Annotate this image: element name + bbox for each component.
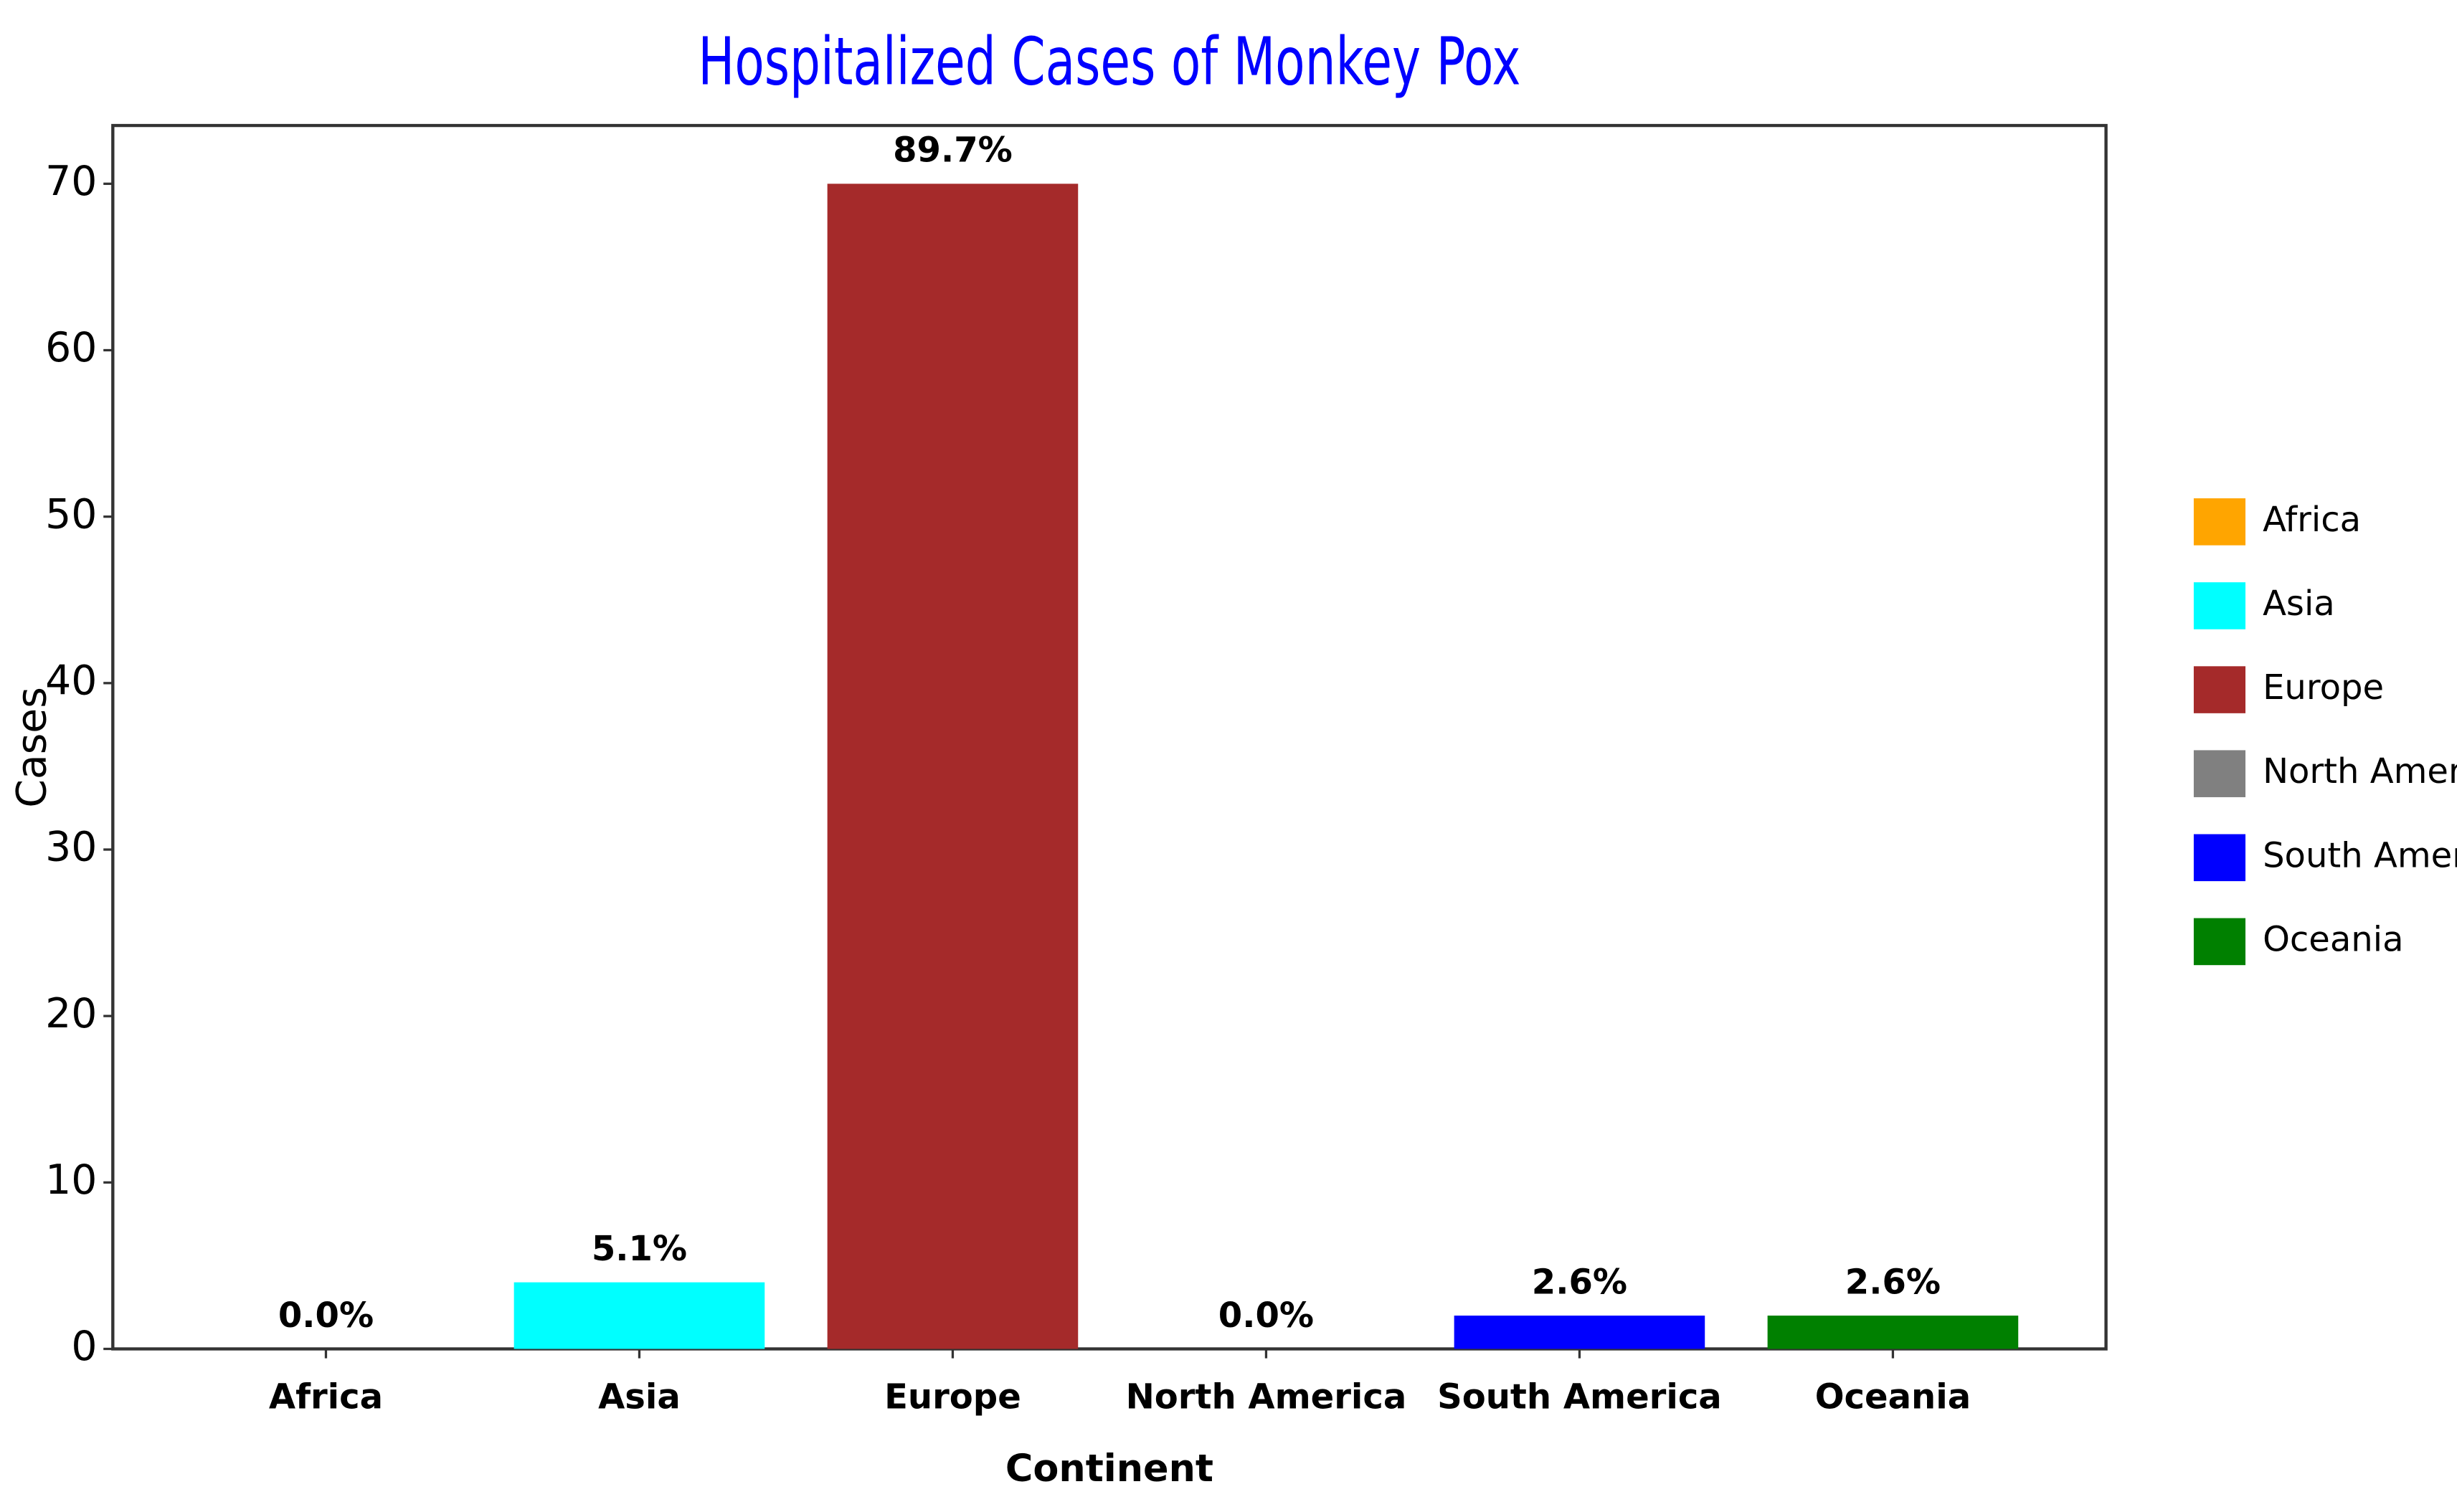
legend-label: Africa [2263, 500, 2361, 540]
plot-frame [111, 123, 2108, 1351]
value-label: 2.6% [1845, 1262, 1941, 1302]
y-tick-label: 30 [45, 824, 97, 871]
legend-label: North America [2263, 751, 2457, 791]
chart-title: Hospitalized Cases of Monkey Pox [698, 23, 1520, 100]
legend-label: South America [2263, 835, 2457, 875]
y-tick-label: 50 [45, 490, 97, 538]
legend-swatch [2193, 834, 2246, 882]
bar [1454, 1316, 1705, 1349]
bar [1767, 1316, 2019, 1349]
y-axis-label: Cases [9, 687, 56, 808]
legend-swatch [2193, 918, 2246, 966]
value-label: 2.6% [1532, 1262, 1627, 1302]
y-tick-label: 40 [45, 657, 97, 704]
x-tick-label: Europe [884, 1377, 1021, 1417]
legend-swatch [2193, 750, 2246, 797]
x-tick-label: Africa [269, 1377, 383, 1417]
x-axis-label: Continent [1005, 1447, 1213, 1490]
legend-label: Oceania [2263, 919, 2403, 959]
bar [827, 184, 1079, 1349]
x-tick-label: Oceania [1815, 1377, 1971, 1417]
value-label: 0.0% [278, 1295, 374, 1336]
y-tick-label: 60 [45, 324, 97, 371]
legend-swatch [2193, 582, 2246, 629]
value-label: 0.0% [1218, 1295, 1314, 1336]
x-tick-label: Asia [598, 1377, 681, 1417]
value-label: 5.1% [592, 1229, 687, 1269]
y-tick-label: 20 [45, 990, 97, 1037]
y-tick-label: 0 [71, 1323, 97, 1370]
legend-label: Asia [2263, 584, 2335, 624]
x-tick-label: North America [1126, 1377, 1407, 1417]
legend-swatch [2193, 498, 2246, 546]
x-tick-label: South America [1437, 1377, 1722, 1417]
legend-swatch [2193, 666, 2246, 713]
bar [513, 1282, 765, 1349]
legend-label: Europe [2263, 667, 2384, 708]
y-tick-label: 10 [45, 1156, 97, 1204]
value-label: 89.7% [893, 130, 1013, 171]
y-tick-label: 70 [45, 158, 97, 205]
